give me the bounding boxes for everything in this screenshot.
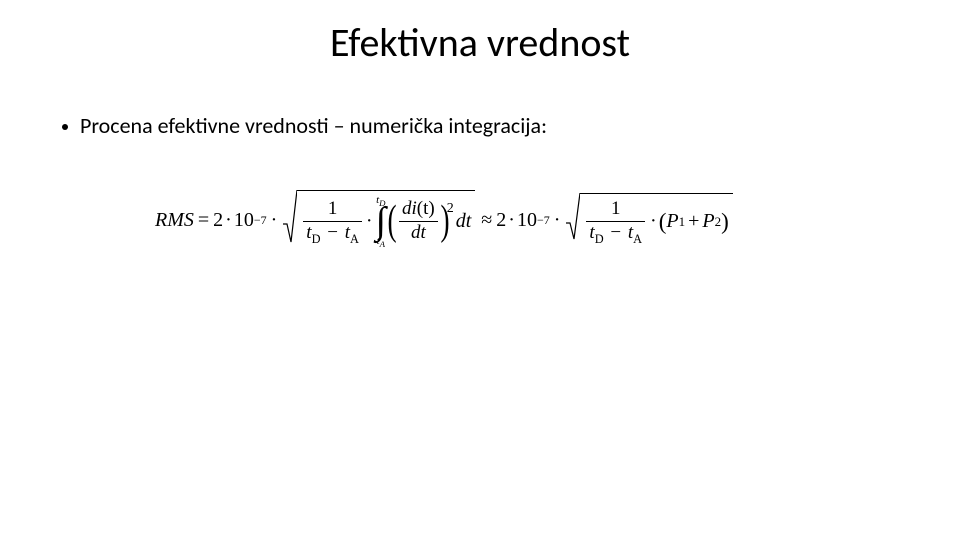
frac-num-2: 1: [608, 199, 624, 220]
formula-lhs: RMS: [155, 209, 194, 232]
equals-sign: =: [198, 209, 209, 232]
bullet-item: Procena efektivne vrednosti – numerička …: [62, 112, 547, 139]
frac-num: 1: [325, 199, 341, 220]
P2-sym: P: [702, 210, 714, 233]
minus-2: −: [610, 222, 621, 243]
coeff-base: 2: [213, 209, 223, 232]
deriv-den: dt: [408, 223, 429, 244]
minus: −: [327, 222, 338, 243]
dt: dt: [456, 210, 472, 233]
bullet-dot-icon: [62, 124, 68, 130]
rparen-icon: ): [440, 207, 449, 236]
dot-op-4: ·: [508, 209, 515, 232]
rparen-2-icon: ): [721, 209, 729, 235]
sqrt-block-2: 1 tD − tA · ( P1 + P2 ): [566, 193, 732, 247]
plus: +: [688, 210, 699, 233]
dot-op-2: ·: [271, 209, 278, 232]
int-lower-sub: A: [380, 239, 385, 249]
frac-den: tD − tA: [303, 223, 362, 244]
bullet-text: Procena efektivne vrednosti – numerička …: [80, 112, 547, 139]
dot-op-3: ·: [366, 210, 373, 233]
P1-sym: P: [666, 210, 678, 233]
t-sub-D-2: D: [595, 232, 604, 246]
t-sub-D: D: [312, 232, 321, 246]
integral-icon: ∫: [376, 206, 386, 236]
sqrt-body-2: 1 tD − tA · ( P1 + P2 ): [580, 193, 732, 247]
dot-op: ·: [225, 209, 232, 232]
slide: Efektivna vrednost Procena efektivne vre…: [0, 0, 960, 540]
deriv-frac: di(t) dt: [399, 199, 438, 244]
sqrt-body-1: 1 tD − tA · tD ∫ tA: [297, 190, 475, 250]
t-sub-A-2: A: [633, 232, 642, 246]
frac-den-2: tD − tA: [586, 223, 645, 244]
deriv-num: di(t): [399, 199, 438, 220]
coeff-mul: 10: [234, 209, 254, 232]
deriv-squared: ( di(t) dt ) 2: [388, 199, 454, 244]
approx-sign: ≈: [481, 209, 492, 232]
coeff-mul-2: 10: [517, 209, 537, 232]
sqrt-block-1: 1 tD − tA · tD ∫ tA: [283, 190, 475, 250]
int-lower: tA: [377, 237, 385, 247]
slide-title: Efektivna vrednost: [0, 18, 960, 67]
lparen-icon: (: [387, 207, 396, 236]
rms-formula: RMS = 2 · 10−7 · 1 tD − tA: [155, 190, 735, 250]
frac-period-2: 1 tD − tA: [586, 199, 645, 244]
arg-t: (t): [417, 198, 435, 219]
frac-period-1: 1 tD − tA: [303, 199, 362, 244]
dot-op-5: ·: [554, 209, 561, 232]
sqrt-icon: [283, 190, 297, 250]
t-sub-A: A: [350, 232, 359, 246]
dot-op-6: ·: [650, 210, 657, 233]
d-sym: d: [402, 198, 412, 219]
sqrt-icon-2: [566, 193, 580, 247]
coeff-base-2: 2: [496, 209, 506, 232]
integral: tD ∫ tA: [376, 196, 386, 246]
